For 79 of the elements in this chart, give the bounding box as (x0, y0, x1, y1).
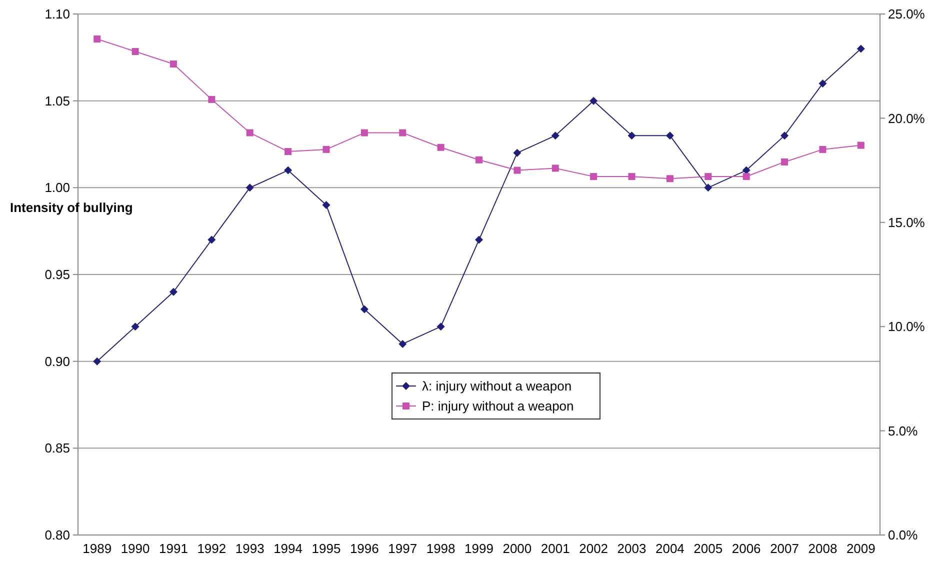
y-tick-label: 1.05 (44, 93, 70, 108)
point (742, 173, 750, 180)
point (399, 129, 406, 136)
x-tick-label: 1999 (464, 541, 494, 556)
x-tick-label: 2004 (655, 541, 684, 556)
point (246, 129, 254, 136)
y2-tick-label: 15.0% (888, 214, 926, 230)
x-tick-label: 1993 (235, 541, 264, 556)
point (742, 166, 750, 174)
y2-tick-label: 0.0% (888, 528, 918, 543)
point (628, 173, 636, 180)
point (246, 184, 254, 192)
x-tick-label: 1995 (312, 541, 341, 556)
y-tick-label: 0.90 (44, 354, 70, 369)
point (476, 156, 482, 164)
y2-tick-label: 5.0% (888, 423, 918, 438)
point (94, 36, 101, 43)
x-tick-label: 2001 (540, 541, 570, 556)
y-tick-label: 0.80 (44, 528, 70, 543)
y2-tick-label: 20.0% (888, 110, 926, 126)
x-tick-label: 1991 (159, 541, 188, 556)
point (856, 44, 865, 53)
x-tick-label: 2005 (694, 541, 723, 556)
point (208, 96, 216, 103)
y-tick-label: 1.10 (44, 6, 70, 22)
point (666, 175, 674, 182)
x-tick-label: 2007 (770, 541, 799, 556)
point (551, 132, 560, 140)
point (93, 357, 102, 366)
point (437, 144, 444, 151)
point (514, 166, 521, 174)
x-tick-label: 1998 (426, 541, 456, 556)
x-tick-label: 2002 (579, 541, 608, 556)
x-tick-label: 1994 (274, 541, 303, 556)
x-tick-label: 1989 (82, 541, 112, 556)
y-tick-label: 1.00 (44, 180, 70, 196)
point (857, 142, 864, 149)
point (436, 322, 445, 331)
x-tick-label: 2003 (617, 541, 646, 556)
x-tick-label: 1996 (350, 541, 379, 556)
point (360, 129, 368, 136)
point (819, 146, 826, 153)
point (666, 132, 674, 140)
point (781, 158, 788, 166)
point (475, 236, 483, 244)
point (590, 96, 598, 105)
y-tick-label: 0.95 (44, 267, 70, 282)
x-tick-label: 2009 (846, 541, 876, 556)
point (284, 148, 292, 156)
x-tick-label: 2000 (502, 541, 532, 556)
point (322, 201, 330, 210)
point (131, 322, 140, 331)
point (818, 79, 827, 88)
x-tick-label: 1992 (197, 541, 226, 556)
y2-tick-label: 10.0% (888, 319, 926, 334)
point (704, 173, 712, 180)
point (360, 305, 368, 314)
point (169, 288, 178, 296)
point (208, 236, 216, 244)
point (132, 48, 139, 56)
legend-label: λ: injury without a weapon (422, 378, 572, 394)
point (590, 173, 598, 180)
y-axis-title: Intensity of bullying (10, 200, 133, 215)
x-tick-label: 2006 (732, 541, 761, 556)
x-tick-label: 2008 (808, 541, 838, 556)
point (398, 340, 407, 348)
y2-tick-label: 25.0% (888, 6, 926, 22)
legend-label: P: injury without a weapon (422, 398, 574, 414)
y-tick-label: 0.85 (44, 440, 70, 456)
point (552, 164, 559, 172)
point (322, 146, 330, 153)
point (170, 60, 177, 68)
point (628, 132, 636, 140)
point (704, 184, 712, 192)
point (284, 166, 292, 174)
x-tick-label: 1997 (388, 541, 418, 556)
x-tick-label: 1990 (120, 541, 150, 556)
point (513, 148, 522, 157)
point (780, 132, 789, 140)
